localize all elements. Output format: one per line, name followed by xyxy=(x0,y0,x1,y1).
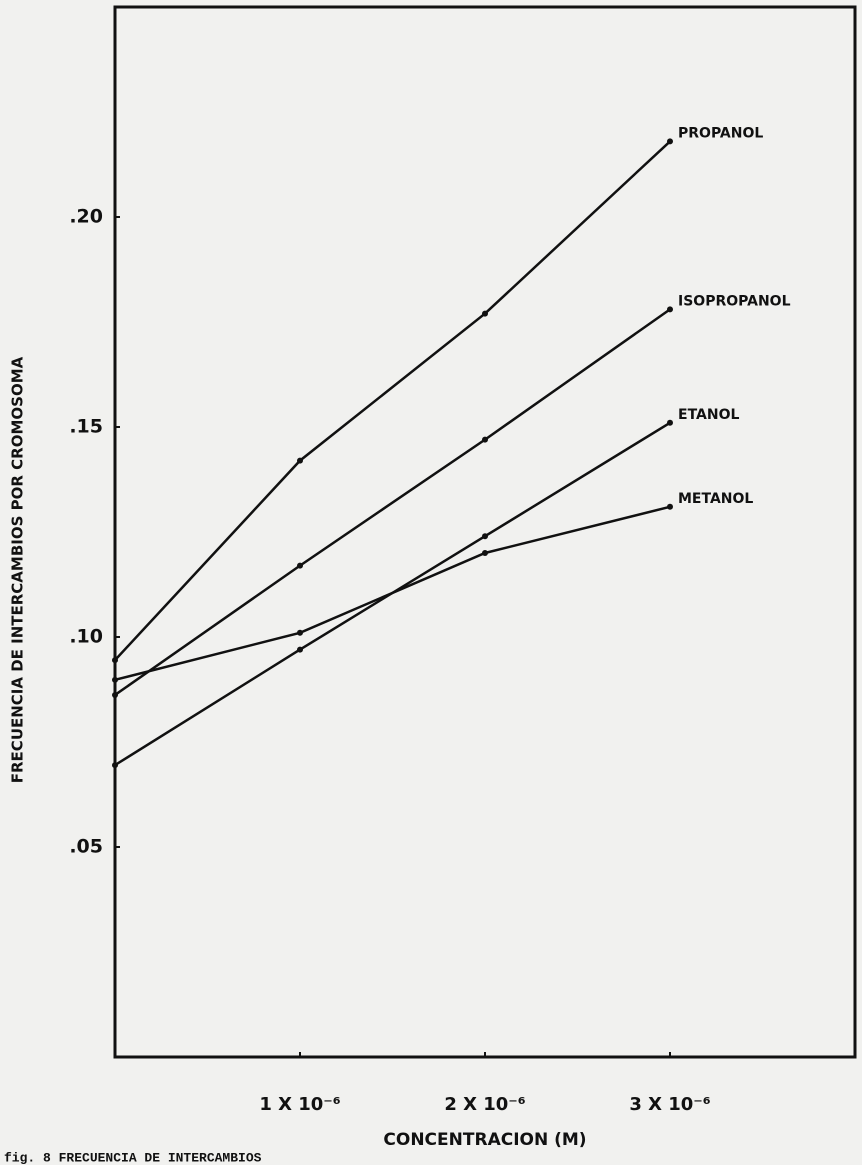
series-label: METANOL xyxy=(678,491,753,507)
data-point xyxy=(482,311,488,317)
data-point xyxy=(667,504,673,510)
series-label: PROPANOL xyxy=(678,125,763,141)
page: CONCENTRACION (M) FRECUENCIA DE INTERCAM… xyxy=(0,0,862,1165)
y-tick-label: .20 xyxy=(69,206,103,228)
y-tick-label: .05 xyxy=(69,836,103,858)
x-axis-label: CONCENTRACION (M) xyxy=(383,1130,586,1150)
plot-frame xyxy=(115,7,855,1057)
data-point xyxy=(297,563,303,569)
series-line xyxy=(115,141,670,660)
chart: CONCENTRACION (M) FRECUENCIA DE INTERCAM… xyxy=(0,0,862,1165)
data-point xyxy=(482,533,488,539)
y-axis-label: FRECUENCIA DE INTERCAMBIOS POR CROMOSOMA xyxy=(9,356,27,783)
data-point xyxy=(297,458,303,464)
data-point xyxy=(112,692,118,698)
y-tick-label: .15 xyxy=(69,416,103,438)
data-point xyxy=(112,762,118,768)
series-line xyxy=(115,507,670,680)
data-point xyxy=(297,647,303,653)
caption: fig. 8 FRECUENCIA DE INTERCAMBIOS xyxy=(4,1150,262,1165)
series-line xyxy=(115,309,670,695)
data-point xyxy=(112,657,118,663)
series-label: ETANOL xyxy=(678,407,739,423)
data-point xyxy=(667,138,673,144)
y-tick-label: .10 xyxy=(69,626,103,648)
data-point xyxy=(667,420,673,426)
x-tick-label: 2 X 10⁻⁶ xyxy=(444,1094,525,1115)
series-label: ISOPROPANOL xyxy=(678,293,791,309)
data-point xyxy=(482,550,488,556)
data-point xyxy=(297,630,303,636)
data-point xyxy=(482,437,488,443)
x-tick-label: 3 X 10⁻⁶ xyxy=(629,1094,710,1115)
x-tick-label: 1 X 10⁻⁶ xyxy=(259,1094,340,1115)
data-point xyxy=(112,677,118,683)
data-point xyxy=(667,306,673,312)
